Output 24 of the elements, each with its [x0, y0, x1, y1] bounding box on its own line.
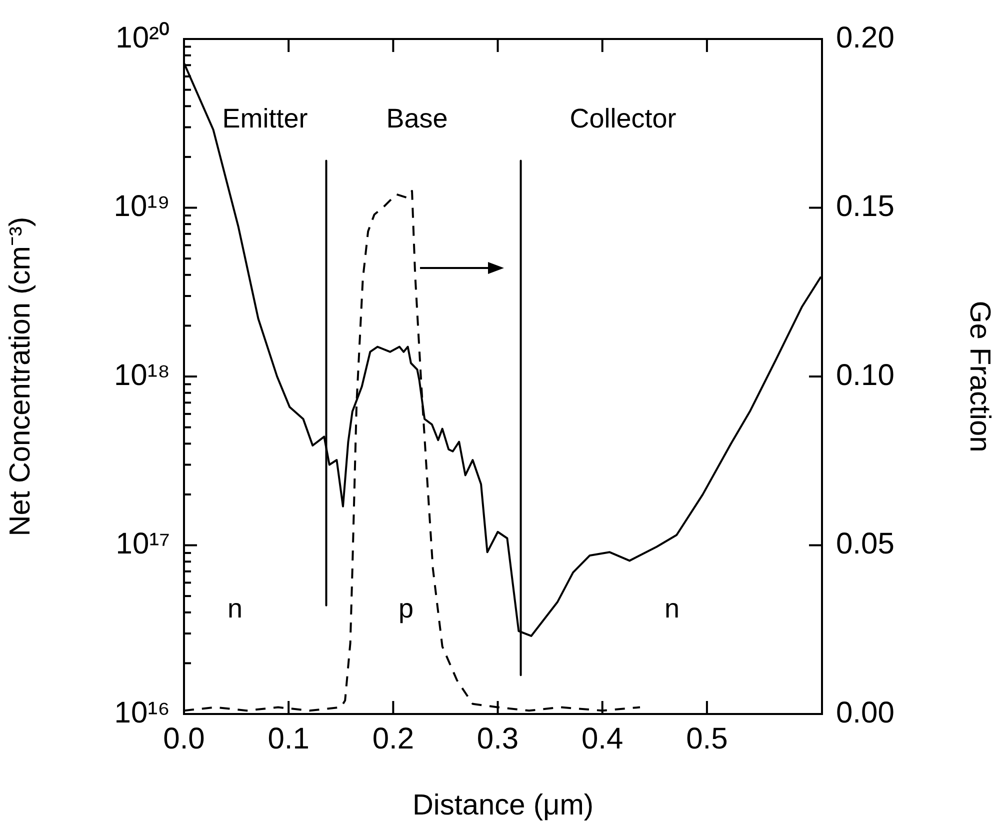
annotation: Collector — [570, 103, 676, 134]
annotation: Emitter — [222, 103, 308, 134]
y2-tick-label: 0.10 — [836, 358, 894, 392]
y-tick-label: 10¹⁷ — [116, 528, 170, 561]
annotation: Base — [386, 103, 448, 134]
annotation: p — [398, 593, 414, 624]
x-tick-label: 0.1 — [268, 722, 310, 756]
x-tick-label: 0.2 — [372, 722, 414, 756]
annotation: n — [664, 593, 680, 624]
y2-tick-label: 0.20 — [836, 21, 894, 54]
x-tick-label: 0.4 — [582, 722, 624, 756]
x-tick-label: 0.0 — [163, 722, 205, 756]
y2-tick-label: 0.15 — [836, 190, 894, 224]
y-tick-label: 10¹⁹ — [114, 190, 170, 224]
y2-tick-label: 0.00 — [836, 696, 894, 730]
y2-tick-label: 0.05 — [836, 528, 894, 561]
y-tick-label: 10²⁰ — [116, 21, 170, 54]
y-axis-title: Net Concentration (cm⁻³) — [4, 216, 36, 536]
y2-axis-title: Ge Fraction — [964, 300, 996, 452]
annotation: n — [227, 593, 243, 624]
x-axis-title: Distance (μm) — [412, 790, 594, 822]
x-tick-label: 0.3 — [476, 722, 519, 756]
x-tick-label: 0.5 — [686, 722, 728, 756]
y-tick-label: 10¹⁸ — [114, 358, 170, 392]
